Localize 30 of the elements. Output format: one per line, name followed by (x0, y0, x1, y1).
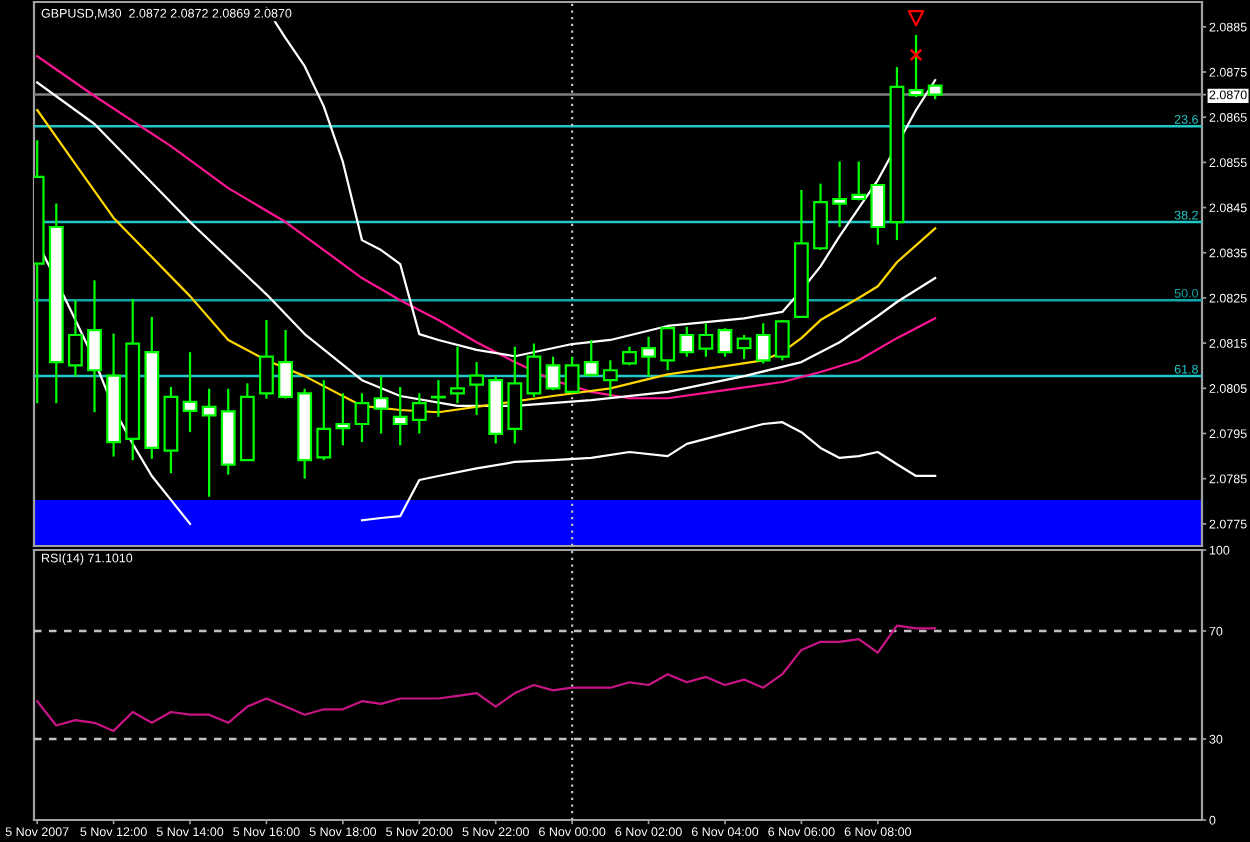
candlestick (660, 325, 676, 372)
candlestick (526, 342, 542, 399)
candlestick (507, 345, 523, 445)
candlestick (813, 182, 828, 252)
candlestick (316, 379, 332, 462)
candlestick (774, 318, 790, 362)
candlestick (259, 318, 274, 400)
candlestick (832, 160, 848, 229)
candlestick (182, 351, 198, 434)
candlestick (908, 33, 924, 98)
candlestick (450, 345, 465, 405)
candlestick (717, 327, 733, 358)
candlestick (641, 335, 656, 378)
candlestick (87, 279, 102, 414)
line-series (36, 624, 937, 733)
candlestick (545, 355, 561, 392)
candlestick (755, 322, 771, 365)
candlestick (698, 322, 714, 358)
candlestick (870, 183, 886, 246)
candlestick (354, 392, 370, 444)
candlestick (335, 392, 351, 447)
candlestick (411, 392, 427, 435)
candlestick (851, 160, 867, 202)
candlestick (602, 359, 618, 399)
candlestick (67, 299, 83, 378)
candlestick (201, 387, 217, 498)
candlestick (736, 333, 752, 361)
candlestick (278, 328, 293, 400)
candlestick (469, 361, 485, 417)
candlestick (564, 355, 580, 395)
